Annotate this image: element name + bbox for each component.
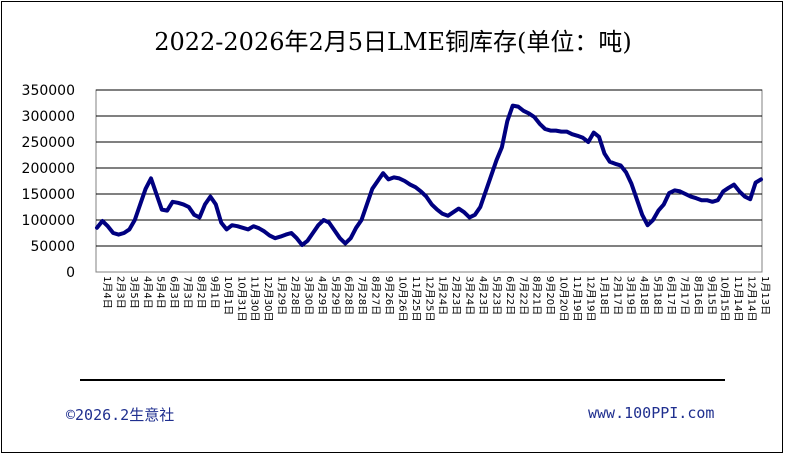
x-tick-label: 11月25日	[410, 276, 422, 321]
website-link[interactable]: www.100PPI.com	[588, 404, 715, 422]
x-tick-label: 10月20日	[558, 276, 570, 321]
x-tick-label: 8月27日	[370, 276, 382, 315]
x-tick-label: 6月22日	[504, 276, 516, 315]
y-tick-label: 200000	[22, 161, 75, 177]
x-tick-label: 3月19日	[625, 276, 637, 315]
x-tick-label: 2月3日	[114, 276, 126, 309]
y-tick-label: 300000	[22, 109, 75, 125]
x-tick-label: 4月4日	[141, 276, 153, 309]
y-tick-label: 50000	[30, 239, 75, 255]
x-tick-label: 4月29日	[316, 276, 328, 315]
y-tick-label: 0	[66, 265, 75, 281]
x-tick-label: 2月28日	[289, 276, 301, 315]
x-tick-label: 10月1日	[222, 276, 234, 315]
x-tick-label: 3月5日	[128, 276, 140, 309]
x-tick-label: 6月17日	[665, 276, 677, 315]
x-tick-label: 10月15日	[719, 276, 731, 321]
x-tick-label: 1月24日	[437, 276, 449, 315]
x-axis-ticks: 1月4日 2月3日 3月5日 4月4日 5月4日 6月3日 7月3日 8月2日 9月1日 10月1…	[101, 276, 771, 321]
x-tick-label: 9月20日	[544, 276, 556, 315]
x-tick-label: 4月18日	[638, 276, 650, 315]
x-tick-label: 7月28日	[356, 276, 368, 315]
x-tick-label: 10月26日	[396, 276, 408, 321]
x-tick-label: 3月30日	[302, 276, 314, 315]
x-tick-label: 12月19日	[584, 276, 596, 321]
series-layer	[95, 103, 763, 247]
x-tick-label: 1月18日	[598, 276, 610, 315]
x-tick-label: 4月23日	[477, 276, 489, 315]
x-tick-label: 7月3日	[182, 276, 194, 309]
x-tick-label: 1月4日	[101, 276, 113, 309]
y-axis-ticks: 0 50000 100000 150000 200000 250000 300000 3500…	[22, 83, 75, 281]
x-tick-label: 11月14日	[732, 276, 744, 321]
x-tick-label: 6月3日	[168, 276, 180, 309]
chart-title: 2022-2026年2月5日LME铜库存(单位：吨)	[154, 28, 632, 56]
x-tick-label: 12月14日	[746, 276, 758, 321]
x-tick-label: 7月17日	[678, 276, 690, 315]
x-tick-label: 8月2日	[195, 276, 207, 309]
x-tick-label: 1月29日	[276, 276, 288, 315]
x-tick-label: 2月17日	[611, 276, 623, 315]
divider	[80, 379, 725, 381]
x-tick-label: 12月25日	[423, 276, 435, 321]
x-tick-label: 12月30日	[262, 276, 274, 321]
x-tick-label: 9月15日	[705, 276, 717, 315]
x-tick-label: 5月18日	[652, 276, 664, 315]
x-tick-label: 11月19日	[571, 276, 583, 321]
y-tick-label: 150000	[22, 187, 75, 203]
y-tick-label: 100000	[22, 213, 75, 229]
x-tick-label: 6月28日	[343, 276, 355, 315]
x-tick-label: 5月4日	[155, 276, 167, 309]
x-tick-label: 5月29日	[329, 276, 341, 315]
x-tick-label: 10月31日	[235, 276, 247, 321]
x-tick-label: 3月24日	[464, 276, 476, 315]
plot-area	[95, 89, 763, 273]
x-tick-label: 2月23日	[450, 276, 462, 315]
x-tick-label: 9月1日	[208, 276, 220, 309]
x-tick-label: 8月21日	[531, 276, 543, 315]
x-tick-label: 1月13日	[759, 276, 771, 315]
x-tick-label: 5月23日	[490, 276, 502, 315]
y-tick-label: 250000	[22, 135, 75, 151]
y-tick-label: 350000	[22, 83, 75, 99]
copyright-text: ©2026.2生意社	[66, 406, 175, 424]
x-tick-label: 7月22日	[517, 276, 529, 315]
x-tick-label: 11月30日	[249, 276, 261, 321]
series-line	[95, 103, 763, 247]
x-tick-label: 8月16日	[692, 276, 704, 315]
x-tick-label: 9月26日	[383, 276, 395, 315]
